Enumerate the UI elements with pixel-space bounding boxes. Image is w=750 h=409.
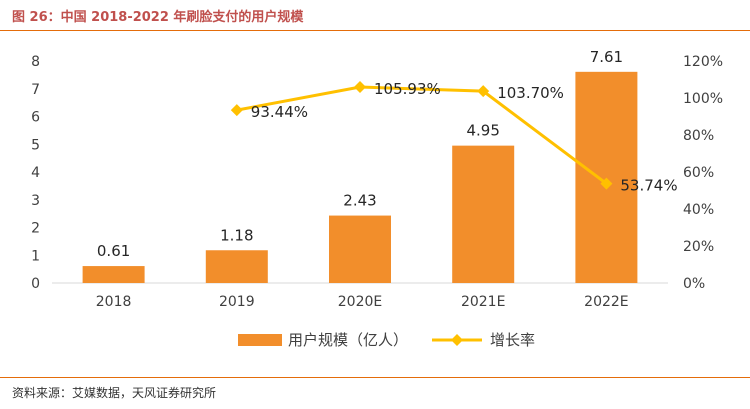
y-right-tick-label: 120% xyxy=(683,54,723,70)
x-tick-label: 2020E xyxy=(338,294,382,310)
y-left-tick-label: 2 xyxy=(31,221,40,237)
legend-label-bar: 用户规模（亿人） xyxy=(288,331,408,349)
bar-2018 xyxy=(82,266,145,283)
title-rule xyxy=(0,30,750,31)
y-right-tick-label: 0% xyxy=(683,276,705,292)
bar-series xyxy=(82,71,638,283)
growth-rate-label: 105.93% xyxy=(374,80,441,98)
growth-rate-label: 103.70% xyxy=(497,84,564,102)
y-left-tick-label: 6 xyxy=(31,110,40,126)
y-right-tick-label: 60% xyxy=(683,165,714,181)
line-data-labels: 93.44% 105.93% 103.70% 53.74% xyxy=(251,80,678,195)
y-right-tick-label: 40% xyxy=(683,202,714,218)
y-right-tick-label: 20% xyxy=(683,239,714,255)
source-note: 资料来源：艾媒数据，天风证券研究所 xyxy=(12,386,217,400)
y-left-tick-label: 3 xyxy=(31,193,40,209)
y-left-tick-label: 1 xyxy=(31,248,40,264)
bar-value-label: 7.61 xyxy=(590,48,623,66)
bar-value-label: 0.61 xyxy=(97,242,130,260)
legend: 用户规模（亿人） 增长率 xyxy=(238,331,535,349)
bar-value-label: 1.18 xyxy=(220,226,253,244)
y-left-tick-label: 8 xyxy=(31,54,40,70)
x-tick-label: 2021E xyxy=(461,294,505,310)
bar-value-label: 4.95 xyxy=(466,122,499,140)
figure-title: 图 26：中国 2018-2022 年刷脸支付的用户规模 xyxy=(12,10,304,25)
y-left-tick-label: 7 xyxy=(31,82,40,98)
y-right-tick-label: 100% xyxy=(683,91,723,107)
x-axis: 2018 2019 2020E 2021E 2022E xyxy=(96,294,629,310)
y-left-tick-label: 5 xyxy=(31,137,40,153)
growth-rate-label: 93.44% xyxy=(251,103,308,121)
bar-2019 xyxy=(205,250,268,283)
y-right-tick-label: 80% xyxy=(683,128,714,144)
growth-rate-line xyxy=(236,85,608,185)
growth-rate-marker xyxy=(354,81,366,94)
legend-label-line: 增长率 xyxy=(490,331,535,349)
bar-2020E xyxy=(329,215,391,283)
line-series xyxy=(230,81,613,190)
x-tick-label: 2019 xyxy=(219,294,255,310)
y-left-tick-label: 0 xyxy=(31,276,40,292)
growth-rate-marker xyxy=(477,85,490,98)
legend-swatch-marker xyxy=(451,334,463,346)
bar-2021E xyxy=(452,145,515,283)
growth-rate-label: 53.74% xyxy=(620,177,677,195)
y-right-axis: 0% 20% 40% 60% 80% 100% 120% xyxy=(683,54,723,292)
bar-value-label: 2.43 xyxy=(343,192,376,210)
bar-2022E xyxy=(575,71,638,283)
growth-rate-marker xyxy=(230,104,243,117)
y-left-axis: 0 1 2 3 4 5 6 7 8 xyxy=(31,54,40,292)
combo-chart: 0 1 2 3 4 5 6 7 8 0% 20% 40% 60% 80% 100% 120% 0.61 1.1… xyxy=(31,48,723,349)
legend-swatch-bar xyxy=(238,334,282,346)
x-tick-label: 2022E xyxy=(584,294,628,310)
source-rule xyxy=(0,377,750,378)
x-tick-label: 2018 xyxy=(96,294,132,310)
y-left-tick-label: 4 xyxy=(31,165,40,181)
bar-data-labels: 0.61 1.18 2.43 4.95 7.61 xyxy=(97,48,623,260)
growth-rate-marker xyxy=(600,177,613,190)
